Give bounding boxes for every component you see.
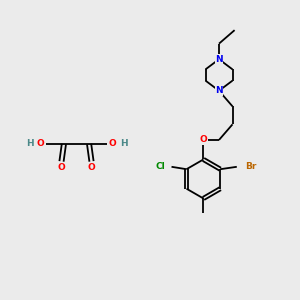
Text: N: N — [215, 55, 223, 64]
Text: O: O — [109, 140, 116, 148]
Text: Br: Br — [245, 162, 256, 171]
Text: N: N — [215, 86, 223, 95]
Text: Cl: Cl — [156, 162, 166, 171]
Text: O: O — [200, 135, 207, 144]
Text: O: O — [37, 140, 44, 148]
Text: O: O — [58, 163, 65, 172]
Text: H: H — [26, 140, 33, 148]
Text: O: O — [88, 163, 95, 172]
Text: H: H — [120, 140, 127, 148]
